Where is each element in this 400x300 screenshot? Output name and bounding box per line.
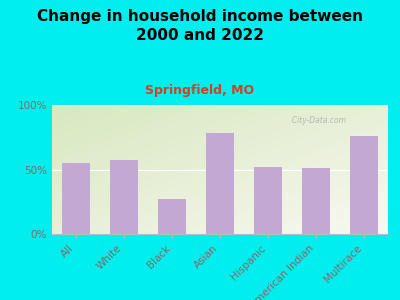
Text: Change in household income between
2000 and 2022: Change in household income between 2000 …: [37, 9, 363, 43]
Bar: [350, 136, 378, 234]
Bar: [110, 160, 138, 234]
Bar: [158, 199, 186, 234]
Bar: [62, 163, 90, 234]
Text: City-Data.com: City-Data.com: [287, 116, 346, 125]
Bar: [302, 168, 330, 234]
Text: Springfield, MO: Springfield, MO: [146, 84, 254, 97]
Bar: [254, 167, 282, 234]
Bar: [206, 134, 234, 234]
